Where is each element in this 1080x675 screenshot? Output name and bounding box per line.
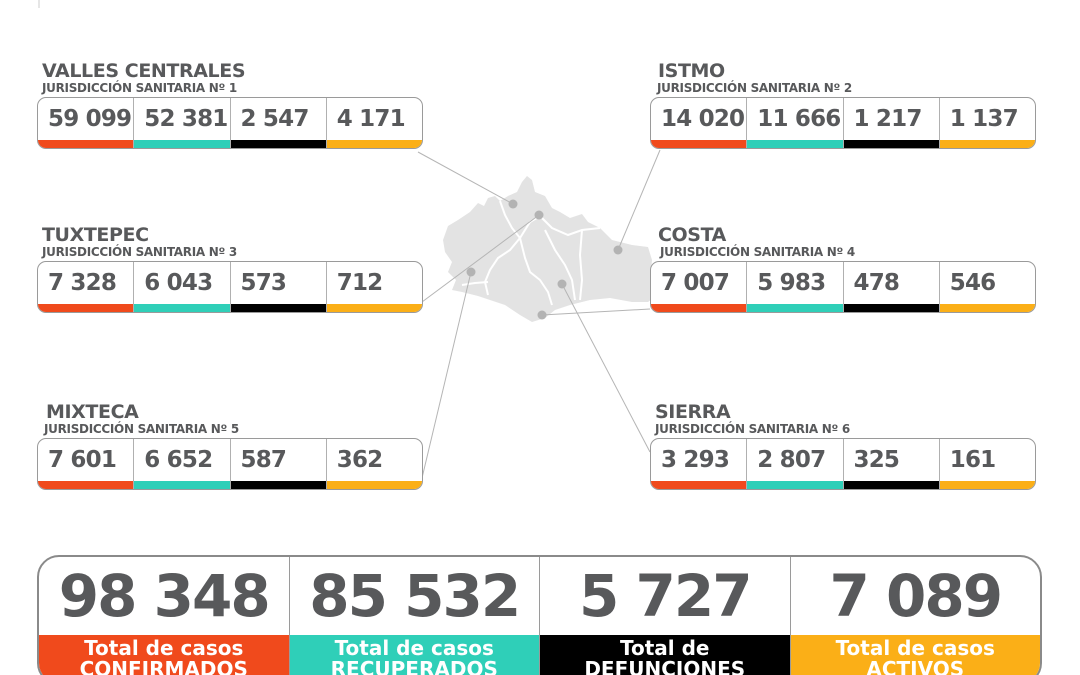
total-deaths: 5 727 Total de DEFUNCIONES xyxy=(540,557,791,675)
stat-deaths: 573 xyxy=(230,262,327,312)
region-mixteca: MIXTECA JURISDICCIÓN SANITARIA Nº 5 7 60… xyxy=(37,402,423,490)
total-confirmed-value: 98 348 xyxy=(58,562,271,630)
total-recovered-value: 85 532 xyxy=(309,562,521,630)
region-title: TUXTEPEC xyxy=(42,224,149,246)
totals-panel: 98 348 Total de casos CONFIRMADOS 85 532… xyxy=(37,555,1042,675)
stat-deaths: 325 xyxy=(843,439,940,489)
region-subtitle: JURISDICCIÓN SANITARIA Nº 5 xyxy=(44,422,239,436)
region-tuxtepec: TUXTEPEC JURISDICCIÓN SANITARIA Nº 3 7 3… xyxy=(37,225,423,313)
region-subtitle: JURISDICCIÓN SANITARIA Nº 2 xyxy=(657,81,852,95)
stat-active: 546 xyxy=(939,262,1035,312)
stat-active: 712 xyxy=(326,262,422,312)
map-dot-valles xyxy=(508,199,518,209)
region-title: ISTMO xyxy=(658,60,725,82)
region-stats: 3 293 2 807 325 161 xyxy=(650,438,1036,490)
stat-deaths: 587 xyxy=(230,439,327,489)
stat-confirmed: 14 020 xyxy=(651,98,748,148)
region-valles-centrales: VALLES CENTRALES JURISDICCIÓN SANITARIA … xyxy=(37,61,423,149)
stat-recovered: 11 666 xyxy=(747,98,844,148)
map-dot-mixteca xyxy=(466,267,476,277)
region-stats: 59 099 52 381 2 547 4 171 xyxy=(37,97,423,149)
stat-recovered: 6 043 xyxy=(134,262,231,312)
region-stats: 7 601 6 652 587 362 xyxy=(37,438,423,490)
stat-active: 362 xyxy=(326,439,422,489)
total-confirmed-label: Total de casos CONFIRMADOS xyxy=(39,635,289,675)
region-subtitle: JURISDICCIÓN SANITARIA Nº 1 xyxy=(42,81,237,95)
region-subtitle: JURISDICCIÓN SANITARIA Nº 3 xyxy=(42,245,237,259)
total-recovered: 85 532 Total de casos RECUPERADOS xyxy=(289,557,540,675)
total-active-label: Total de casos ACTIVOS xyxy=(790,635,1040,675)
stat-deaths: 2 547 xyxy=(230,98,327,148)
region-title: MIXTECA xyxy=(46,401,139,423)
total-deaths-value: 5 727 xyxy=(578,562,753,630)
region-sierra: SIERRA JURISDICCIÓN SANITARIA Nº 6 3 293… xyxy=(650,402,1036,490)
region-stats: 14 020 11 666 1 217 1 137 xyxy=(650,97,1036,149)
total-confirmed: 98 348 Total de casos CONFIRMADOS xyxy=(39,557,290,675)
stat-recovered: 52 381 xyxy=(134,98,231,148)
region-title: SIERRA xyxy=(655,401,731,423)
map-dot-sierra xyxy=(557,279,567,289)
stat-active: 1 137 xyxy=(939,98,1035,148)
region-costa: COSTA JURISDICCIÓN SANITARIA Nº 4 7 007 … xyxy=(650,225,1036,313)
stat-confirmed: 7 328 xyxy=(38,262,135,312)
total-deaths-label: Total de DEFUNCIONES xyxy=(540,635,790,675)
region-subtitle: JURISDICCIÓN SANITARIA Nº 6 xyxy=(655,422,850,436)
map-dot-costa xyxy=(537,310,547,320)
region-stats: 7 007 5 983 478 546 xyxy=(650,261,1036,313)
source-note: Fuente: Plataforma SISVER xyxy=(38,0,250,8)
stat-active: 4 171 xyxy=(326,98,422,148)
total-active-value: 7 089 xyxy=(829,562,1003,630)
total-active: 7 089 Total de casos ACTIVOS xyxy=(790,557,1040,675)
region-stats: 7 328 6 043 573 712 xyxy=(37,261,423,313)
stat-recovered: 6 652 xyxy=(134,439,231,489)
stat-deaths: 1 217 xyxy=(843,98,940,148)
stat-recovered: 5 983 xyxy=(747,262,844,312)
stat-confirmed: 7 007 xyxy=(651,262,748,312)
region-subtitle: JURISDICCIÓN SANITARIA Nº 4 xyxy=(660,245,855,259)
region-title: VALLES CENTRALES xyxy=(42,60,246,82)
region-istmo: ISTMO JURISDICCIÓN SANITARIA Nº 2 14 020… xyxy=(650,61,1036,149)
map-dot-istmo xyxy=(613,245,623,255)
total-recovered-label: Total de casos RECUPERADOS xyxy=(289,635,539,675)
stat-recovered: 2 807 xyxy=(747,439,844,489)
stat-active: 161 xyxy=(939,439,1035,489)
stat-confirmed: 3 293 xyxy=(651,439,748,489)
stat-deaths: 478 xyxy=(843,262,940,312)
state-outline xyxy=(443,176,656,322)
stat-confirmed: 7 601 xyxy=(38,439,135,489)
stat-confirmed: 59 099 xyxy=(38,98,135,148)
map-dot-tuxtepec xyxy=(534,210,544,220)
region-title: COSTA xyxy=(658,224,726,246)
